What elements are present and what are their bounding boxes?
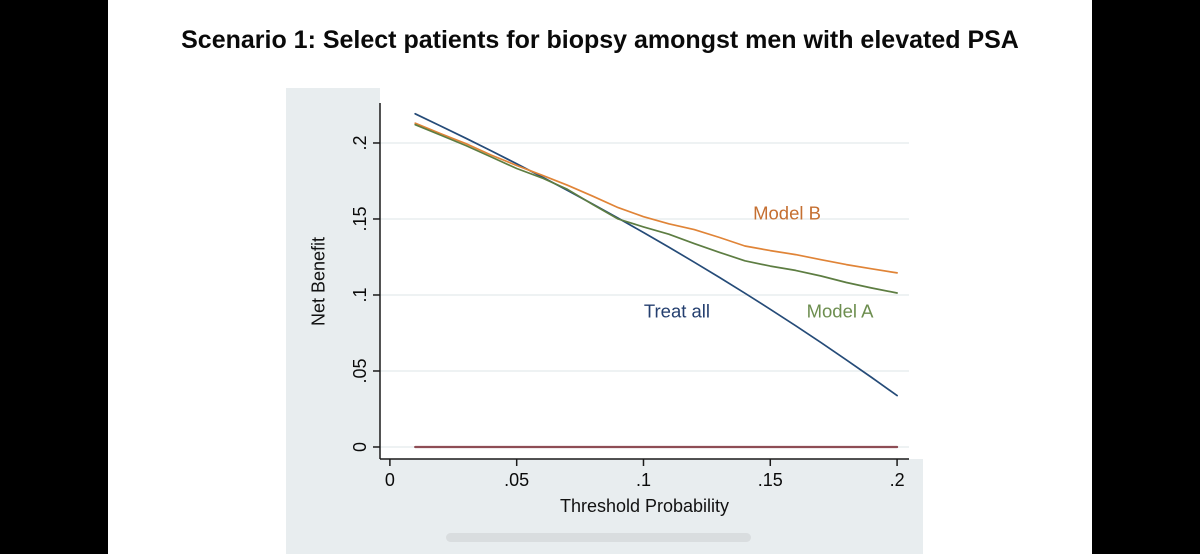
graph-region: 0 .05 .1 .15 .2 0 .05 .1 .15 .2 Model B Treat all Mo… bbox=[286, 88, 923, 554]
net-benefit-chart: 0 .05 .1 .15 .2 0 .05 .1 .15 .2 Model B Treat all Mo… bbox=[350, 88, 923, 490]
y-tick-label: .15 bbox=[350, 206, 370, 231]
left-letterbox-bar bbox=[0, 0, 108, 554]
x-tick-label: .15 bbox=[758, 470, 783, 490]
y-tick-label: .1 bbox=[350, 287, 370, 302]
annotation-model-b: Model B bbox=[753, 203, 821, 224]
plot-background bbox=[380, 88, 923, 459]
scrubber-pill[interactable] bbox=[446, 533, 751, 542]
x-tick-label: 0 bbox=[385, 470, 395, 490]
x-tick-label: .05 bbox=[504, 470, 529, 490]
slide-content: Scenario 1: Select patients for biopsy a… bbox=[108, 0, 1092, 554]
series-treat-all bbox=[414, 112, 898, 397]
y-axis-title: Net Benefit bbox=[308, 236, 329, 326]
y-tick-label: .2 bbox=[350, 135, 370, 150]
annotation-model-a: Model A bbox=[807, 300, 875, 321]
right-letterbox-bar bbox=[1092, 0, 1200, 554]
chart-title: Scenario 1: Select patients for biopsy a… bbox=[181, 26, 1019, 54]
y-tick-label: 0 bbox=[350, 442, 370, 452]
y-tick-label: .05 bbox=[350, 358, 370, 383]
annotation-treat-all: Treat all bbox=[644, 300, 710, 321]
x-tick-label: .2 bbox=[890, 470, 905, 490]
x-axis-title: Threshold Probability bbox=[559, 496, 730, 516]
series-model-b bbox=[414, 122, 898, 274]
x-tick-label: .1 bbox=[636, 470, 651, 490]
series-model-a bbox=[414, 123, 898, 294]
